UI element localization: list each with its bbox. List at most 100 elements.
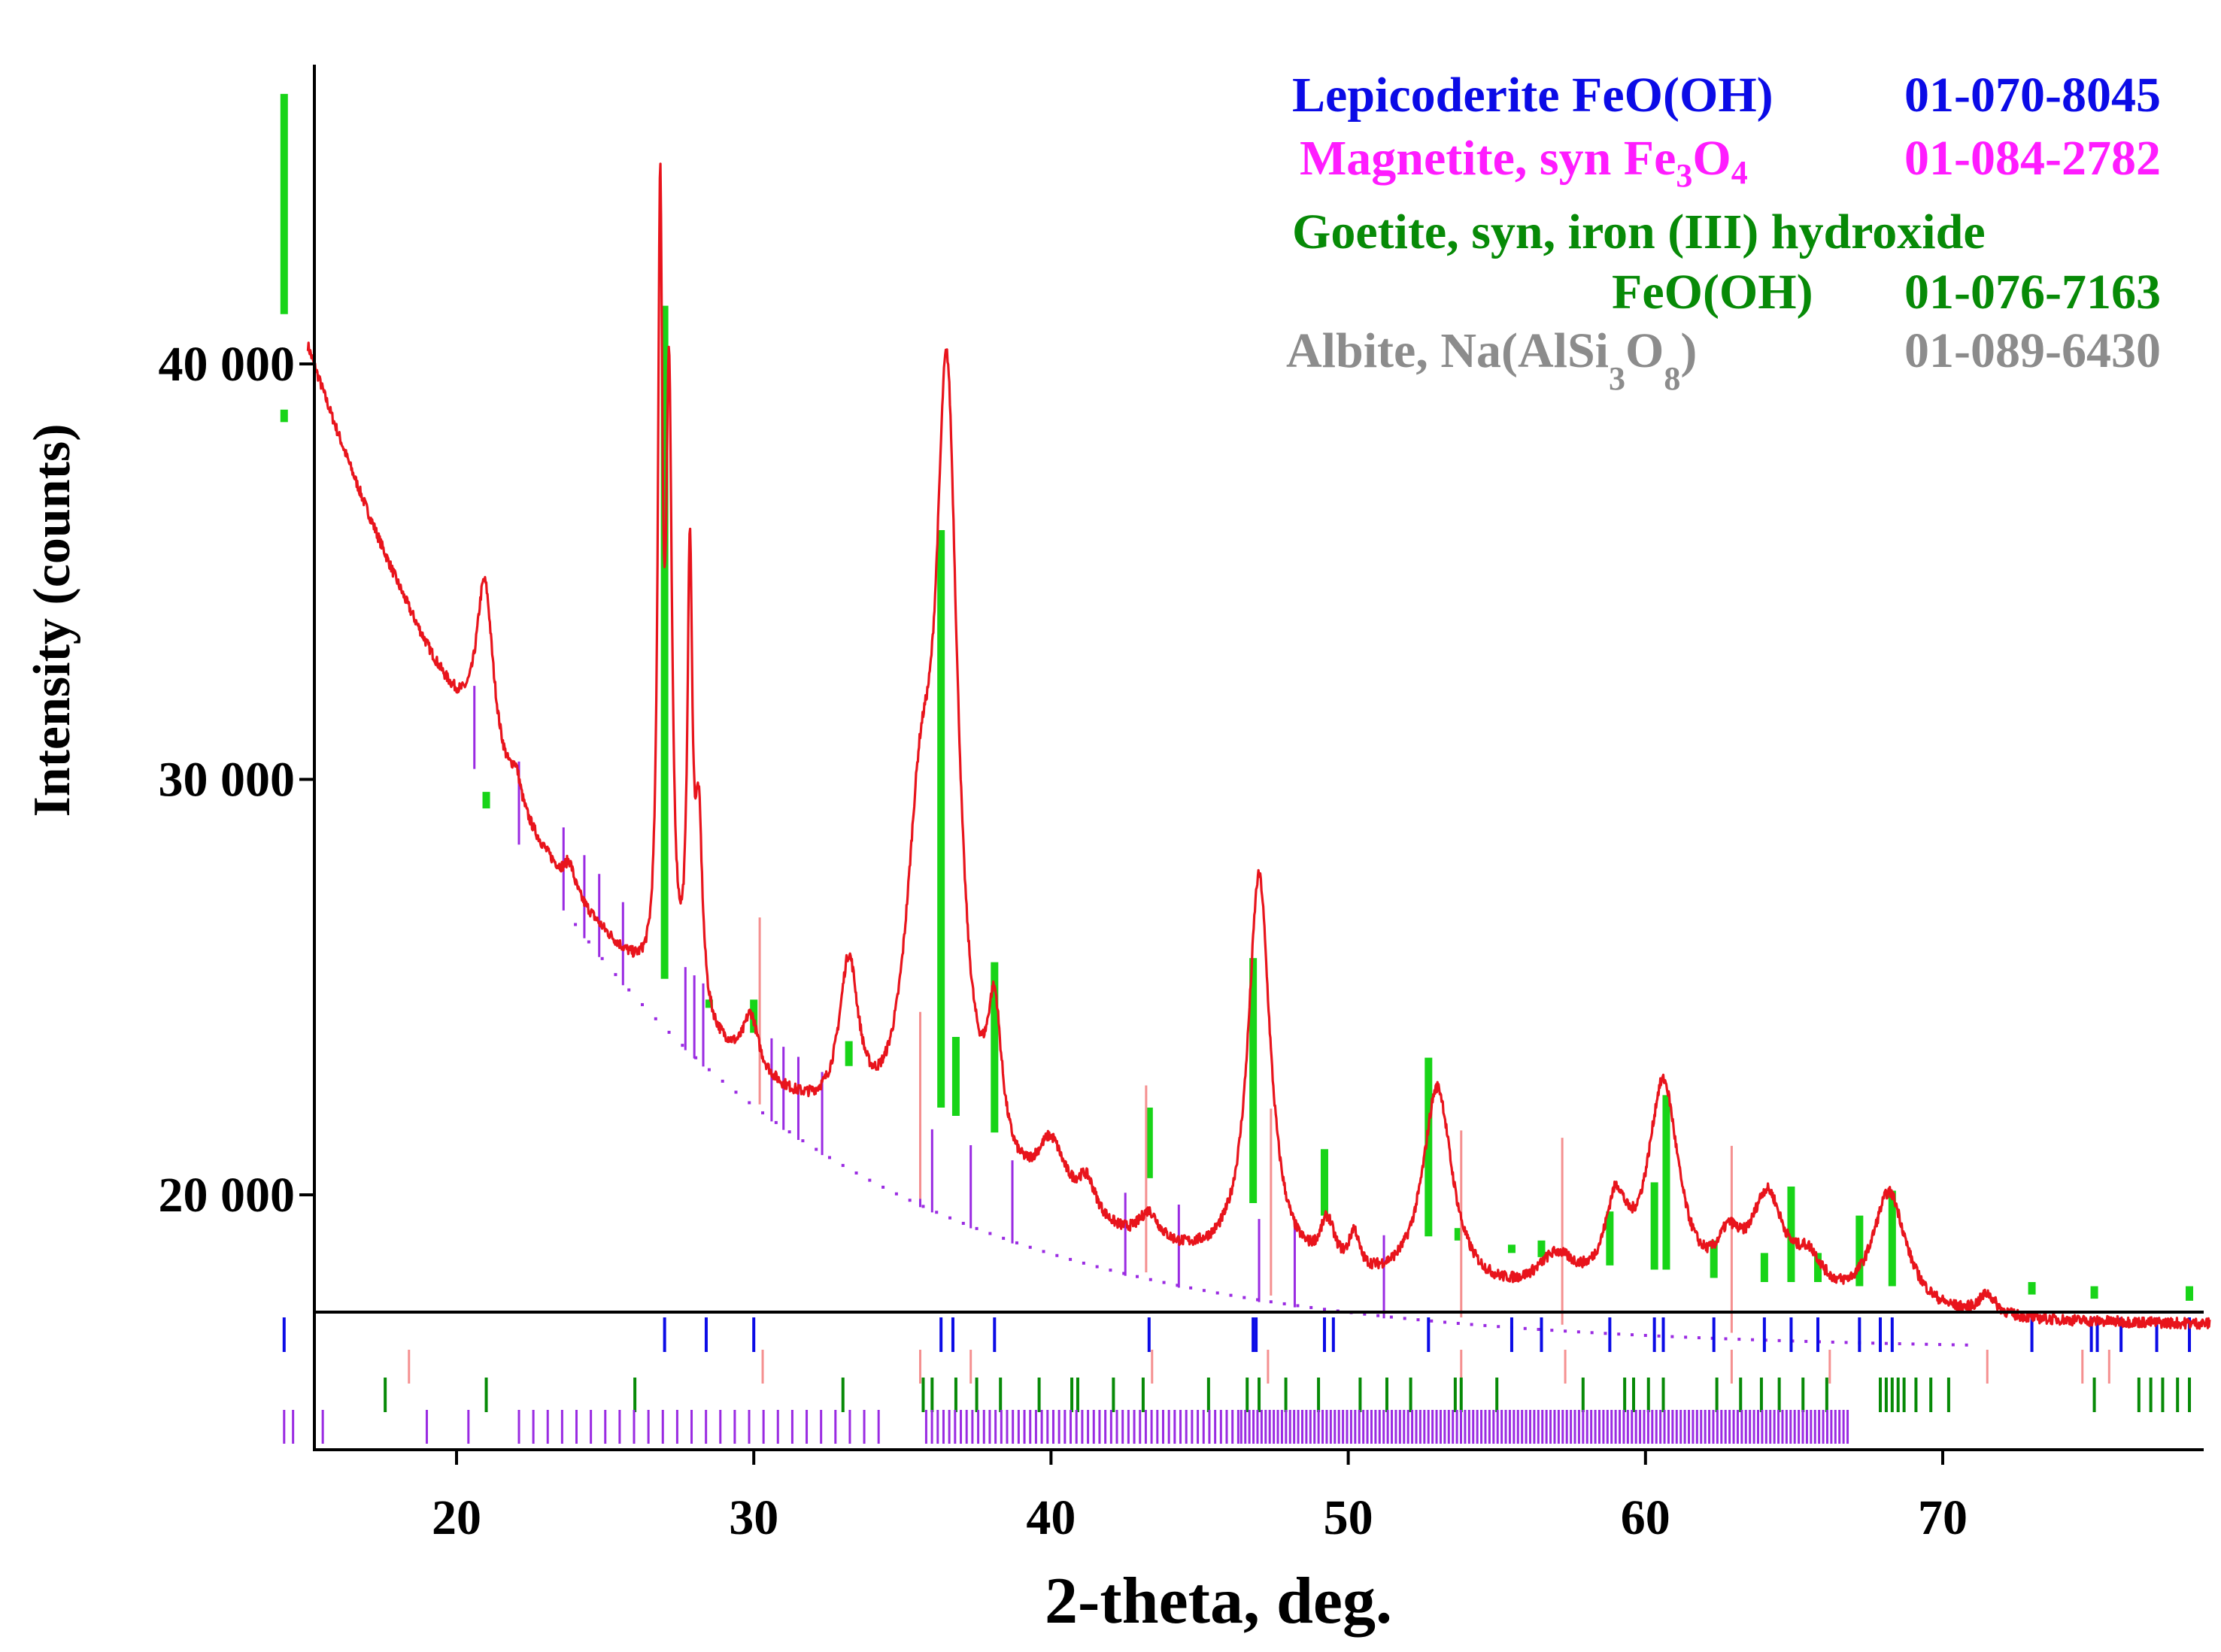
baseline-dot xyxy=(1670,1335,1674,1338)
baseline-dot xyxy=(1697,1336,1701,1340)
baseline-dot xyxy=(774,1120,778,1124)
legend-code-lepicoderite: 01-070-8045 xyxy=(1904,68,2161,123)
baseline-dot xyxy=(1282,1302,1286,1305)
legend-sub-magnetite-2: 4 xyxy=(1731,154,1748,191)
baseline-dot xyxy=(1176,1284,1179,1287)
x-tick-label: 20 xyxy=(432,1490,481,1545)
baseline-dot xyxy=(1925,1342,1928,1346)
baseline-dot xyxy=(1322,1308,1326,1311)
y-tick-label: 30 000 xyxy=(159,753,296,808)
baseline-dot xyxy=(854,1171,858,1175)
baseline-dot xyxy=(1456,1321,1460,1325)
baseline-dot xyxy=(587,940,590,944)
baseline-dot xyxy=(1965,1343,1968,1347)
baseline-dot xyxy=(1470,1323,1473,1326)
baseline-dot xyxy=(881,1185,885,1189)
legend-name-magnetite: Magnetite, syn Fe3O4 xyxy=(1300,131,1748,194)
x-axis-ticks: 20 30 40 50 60 70 xyxy=(432,1450,1968,1545)
baseline-dot xyxy=(1376,1314,1380,1317)
legend-sub-albite-2: 8 xyxy=(1664,360,1680,397)
baseline-dot xyxy=(681,1044,684,1047)
baseline-dot xyxy=(1055,1253,1059,1257)
baseline-dot xyxy=(1002,1236,1006,1240)
baseline-dot xyxy=(1269,1300,1273,1304)
legend-entry-albite: Albite, Na(AlSi3O8) 01-089-6430 xyxy=(1286,323,2161,397)
baseline-dot xyxy=(1550,1329,1554,1332)
baseline-dot xyxy=(1109,1269,1112,1272)
baseline-dot xyxy=(1564,1329,1567,1333)
legend-name-albite-main: Albite, Na(AlSi xyxy=(1286,323,1609,378)
baseline-dot xyxy=(1898,1342,1901,1346)
baseline-dot xyxy=(1042,1250,1045,1253)
baseline-dot xyxy=(1737,1338,1741,1341)
legend-name2-goetite: FeO(OH) xyxy=(1612,265,1813,320)
legend-code-magnetite: 01-084-2782 xyxy=(1904,131,2161,186)
baseline-dot xyxy=(707,1068,711,1072)
baseline-dot xyxy=(1831,1340,1834,1344)
baseline-dot xyxy=(600,956,604,960)
baseline-dot xyxy=(988,1232,992,1235)
baseline-dot xyxy=(627,988,631,992)
baseline-dot xyxy=(975,1226,979,1230)
baseline-dot xyxy=(801,1139,805,1143)
reference-phase-rows xyxy=(282,1317,2192,1444)
baseline-dot xyxy=(1684,1335,1688,1339)
y-tick-label: 40 000 xyxy=(159,337,296,392)
baseline-dot xyxy=(1148,1278,1152,1281)
legend-code-goetite: 01-076-7163 xyxy=(1904,265,2161,320)
baseline-dot xyxy=(1497,1325,1500,1329)
baseline-dot xyxy=(1389,1315,1393,1319)
legend-entry-magnetite: Magnetite, syn Fe3O4 01-084-2782 xyxy=(1300,131,2161,194)
baseline-dot xyxy=(694,1056,698,1059)
baseline-dot xyxy=(1136,1275,1139,1278)
baseline-dot xyxy=(815,1147,818,1151)
baseline-dot xyxy=(1576,1330,1580,1334)
baseline-dot xyxy=(1911,1342,1915,1346)
baseline-dot xyxy=(787,1130,791,1134)
baseline-dot xyxy=(908,1199,912,1202)
baseline-dot xyxy=(1938,1343,1942,1347)
baseline-dot xyxy=(1189,1286,1193,1290)
baseline-dot xyxy=(1122,1272,1126,1275)
diffraction-pattern-line xyxy=(306,162,2211,1330)
legend-sub-albite-1: 3 xyxy=(1609,360,1625,397)
baseline-dot xyxy=(1523,1326,1527,1330)
baseline-dot xyxy=(1884,1341,1888,1345)
reference-peak-sticks xyxy=(280,93,2194,1347)
baseline-dot xyxy=(748,1101,751,1105)
baseline-dot xyxy=(1483,1323,1487,1327)
y-axis-label: Intensity (counts) xyxy=(23,423,81,817)
baseline-dot xyxy=(935,1211,939,1214)
legend-name-goetite: Goetite, syn, iron (III) hydroxide xyxy=(1292,205,1986,259)
baseline-dot xyxy=(1416,1318,1420,1322)
baseline-dot xyxy=(1202,1289,1206,1293)
baseline-dot xyxy=(721,1079,724,1083)
baseline-dot xyxy=(734,1090,738,1094)
baseline-dot xyxy=(761,1111,765,1114)
baseline-dot xyxy=(1256,1298,1260,1302)
x-tick-label: 60 xyxy=(1621,1490,1670,1545)
legend-name-magnetite-mid: O xyxy=(1692,131,1731,186)
x-tick-label: 30 xyxy=(729,1490,778,1545)
baseline-dot xyxy=(948,1216,952,1220)
baseline-dot xyxy=(1082,1261,1085,1265)
baseline-dot xyxy=(667,1030,671,1034)
x-axis-label: 2-theta, deg. xyxy=(1045,1565,1392,1638)
baseline-dot xyxy=(841,1163,845,1167)
legend-sub-magnetite-1: 3 xyxy=(1676,157,1692,194)
baseline-dot xyxy=(1430,1319,1434,1323)
baseline-dot xyxy=(1844,1341,1848,1344)
baseline-dot xyxy=(654,1017,657,1020)
baseline-dot xyxy=(1657,1334,1661,1338)
baseline-dot xyxy=(1215,1291,1219,1295)
legend-name-magnetite-main: Magnetite, syn Fe xyxy=(1300,131,1676,186)
legend-name-albite-mid: O xyxy=(1625,323,1664,378)
baseline-dot xyxy=(1724,1337,1728,1341)
baseline-dot xyxy=(1069,1257,1073,1261)
baseline-dot xyxy=(574,923,578,926)
baseline-dot xyxy=(1028,1245,1032,1249)
legend-entry-lepicoderite: Lepicoderite FeO(OH) 01-070-8045 xyxy=(1292,68,2161,123)
legend: Lepicoderite FeO(OH) 01-070-8045 Magneti… xyxy=(1286,68,2161,397)
baseline-dot xyxy=(1015,1241,1018,1244)
baseline-dot xyxy=(1951,1343,1955,1347)
